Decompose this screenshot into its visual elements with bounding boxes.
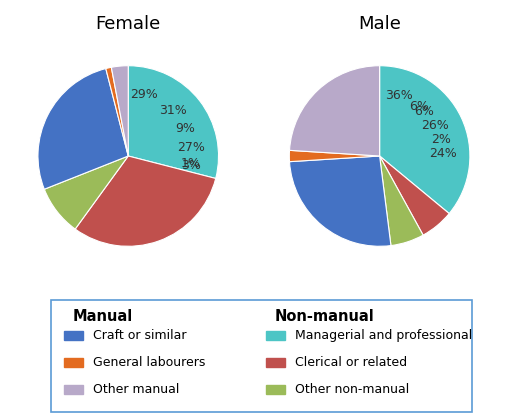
Text: 6%: 6% (409, 100, 429, 114)
Text: 24%: 24% (429, 147, 457, 160)
Text: 31%: 31% (159, 104, 186, 117)
Wedge shape (38, 69, 128, 189)
Text: Non-manual: Non-manual (274, 309, 374, 324)
Bar (64, 385, 83, 394)
Wedge shape (380, 156, 449, 235)
Bar (266, 385, 285, 394)
Text: 26%: 26% (421, 119, 449, 132)
Text: 36%: 36% (385, 89, 413, 102)
Text: 3%: 3% (181, 159, 201, 172)
Wedge shape (44, 156, 128, 229)
Text: Manual: Manual (72, 309, 132, 324)
Text: Craft or similar: Craft or similar (93, 329, 187, 342)
Wedge shape (289, 156, 391, 246)
Text: Managerial and professional: Managerial and professional (295, 329, 472, 342)
Title: Male: Male (358, 15, 401, 33)
Wedge shape (106, 67, 128, 156)
Bar (266, 331, 285, 340)
Text: Other non-manual: Other non-manual (295, 383, 409, 396)
Text: 9%: 9% (175, 122, 195, 135)
Wedge shape (128, 66, 219, 178)
Wedge shape (289, 150, 380, 162)
Text: 1%: 1% (181, 157, 201, 170)
Wedge shape (380, 66, 470, 213)
Text: Clerical or related: Clerical or related (295, 356, 407, 369)
Wedge shape (380, 156, 423, 245)
Wedge shape (111, 66, 128, 156)
Wedge shape (289, 66, 380, 156)
FancyBboxPatch shape (51, 300, 472, 412)
Text: 2%: 2% (431, 133, 450, 146)
Text: Other manual: Other manual (93, 383, 180, 396)
Text: 6%: 6% (415, 105, 434, 118)
Text: General labourers: General labourers (93, 356, 206, 369)
Bar (266, 358, 285, 367)
Bar (64, 358, 83, 367)
Title: Female: Female (95, 15, 161, 33)
Text: 27%: 27% (177, 141, 205, 154)
Text: 29%: 29% (130, 88, 158, 102)
Bar (64, 331, 83, 340)
Wedge shape (75, 156, 215, 246)
